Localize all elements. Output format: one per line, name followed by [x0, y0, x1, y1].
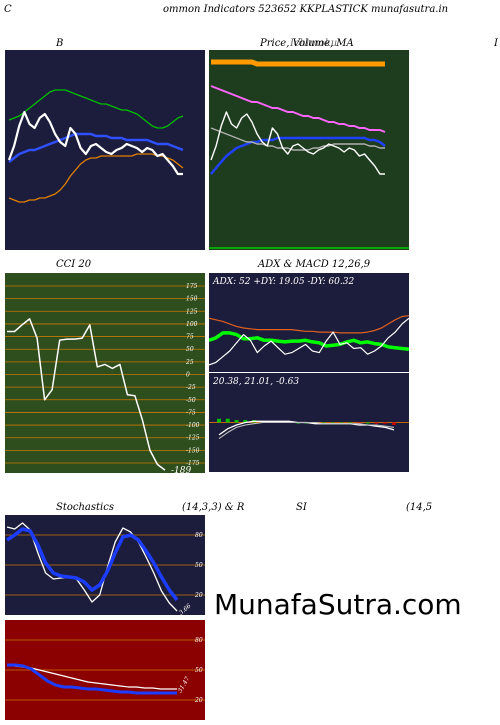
tick-label-cci: 100: [186, 321, 198, 328]
series-line-price_ma-ma-blue: [210, 136, 386, 175]
adx-panel: ADX: 52 +DY: 19.05 -DY: 60.32: [209, 273, 409, 372]
tick-label-cci: -100: [186, 422, 200, 429]
price-ma-right-mark: I: [494, 38, 498, 49]
series-line-bollinger-upper: [8, 89, 184, 129]
stochastics-chart: 80 50 203.66: [5, 522, 205, 615]
series-line-adx--di: [209, 317, 409, 366]
macd-histogram-bar: [225, 418, 230, 423]
macd-histogram-bar: [374, 422, 379, 424]
series-line-rsi-rsi: [6, 664, 177, 690]
macd-histogram-bar: [339, 422, 344, 424]
left-mark: C: [4, 4, 12, 15]
rsi-panel: 80 50 20 31.47: [5, 620, 205, 720]
price-ma-title: Price, Volume, MA: [260, 38, 354, 49]
tick-label-cci: 50: [186, 346, 194, 353]
tick-label-cci: -25: [186, 384, 196, 391]
series-line-bollinger-price: [7, 110, 183, 176]
series-line-bollinger-lower: [8, 153, 184, 203]
cci-panel: 175 150 125 100 75 50 25 0 -25 -50 -75 -100 -125 -150…: [5, 273, 205, 473]
cci-value-label: -189: [171, 466, 191, 473]
tick-label-rsi: 20: [194, 697, 203, 704]
adx-chart: ADX: 52 +DY: 19.05 -DY: 60.32: [209, 277, 409, 366]
macd-histogram-bar: [357, 422, 361, 424]
tick-label-rsi: 80: [195, 637, 203, 644]
series-line-adx-adx: [209, 331, 409, 352]
stochastics-title: Stochastics: [56, 502, 114, 513]
macd-histogram-bar: [234, 420, 239, 423]
series-line-macd-signal: [218, 421, 395, 440]
tick-label-cci: 150: [186, 296, 198, 303]
macd-readout: 20.38, 21.01, -0.63: [212, 377, 299, 387]
rsi-value-label: 31.47: [177, 675, 192, 694]
bollinger-chart: [7, 89, 184, 203]
stochastics-params: (14,3,3) & R: [182, 502, 245, 513]
macd-histogram-bar: [322, 422, 326, 424]
macd-panel: 20.38, 21.01, -0.63: [209, 373, 409, 472]
price-ma-overlay-title: Ichimoku: [290, 38, 338, 49]
series-line-rsi-rsi-ma: [7, 663, 177, 695]
cci-title: CCI 20: [56, 259, 92, 270]
series-line-adx--di: [209, 315, 409, 334]
series-line-price_ma-top-band: [211, 59, 385, 67]
tick-label-cci: 175: [186, 283, 198, 290]
tick-label-cci: 75: [186, 334, 194, 341]
price-ma-panel: [209, 50, 409, 250]
tick-label-cci: -50: [186, 397, 196, 404]
tick-label-cci: -175: [186, 460, 200, 467]
series-line-stochastics--k: [6, 522, 178, 612]
macd-histogram-bar: [383, 422, 388, 424]
macd-chart: 20.38, 21.01, -0.63: [209, 377, 409, 440]
bollinger-panel: [5, 50, 205, 250]
series-line-bollinger-middle: [8, 132, 184, 163]
tick-label-cci: -150: [186, 447, 200, 454]
tick-label-rsi: 50: [195, 667, 203, 674]
macd-histogram-bar: [217, 418, 221, 423]
rsi-params: (14,5: [406, 502, 433, 513]
stochastics-value-label: 3.66: [178, 602, 193, 615]
macd-histogram-bar: [330, 422, 335, 424]
series-line-price_ma-price: [210, 111, 385, 175]
tick-label-cci: -75: [186, 409, 196, 416]
adx-macd-title: ADX & MACD 12,26,9: [258, 259, 371, 270]
tick-label-stochastics: 80: [195, 532, 203, 539]
tick-label-cci: -125: [186, 435, 200, 442]
tick-label-stochastics: 50: [195, 562, 203, 569]
adx-readout: ADX: 52 +DY: 19.05 -DY: 60.32: [212, 277, 354, 287]
macd-histogram-bar: [243, 420, 248, 423]
price-ma-chart: [209, 59, 409, 249]
tick-label-cci: 125: [186, 308, 198, 315]
series-line-price_ma-ma-magenta: [210, 85, 386, 133]
tick-label-stochastics: 20: [194, 592, 203, 599]
series-line-price_ma-ma-grey: [210, 127, 385, 151]
tick-label-cci: 0: [186, 372, 190, 379]
stochastics-panel: 80 50 20 3.66: [5, 515, 205, 615]
page-title: ommon Indicators 523652 KKPLASTICK munaf…: [163, 4, 449, 15]
cci-chart: 175 150 125 100 75 50 25 0 -25 -50 -75 -100 -125 -150…: [5, 283, 205, 473]
macd-histogram-bar: [392, 422, 396, 425]
macd-histogram-bar: [365, 422, 370, 424]
watermark: MunafaSutra.com: [214, 588, 462, 621]
bollinger-title: B: [56, 38, 64, 49]
series-line-cci-cci: [7, 318, 166, 471]
tick-label-cci: 25: [185, 359, 194, 366]
series-line-stochastics--d: [6, 527, 179, 602]
macd-histogram-bar: [348, 422, 353, 424]
rsi-title: SI: [296, 502, 307, 513]
